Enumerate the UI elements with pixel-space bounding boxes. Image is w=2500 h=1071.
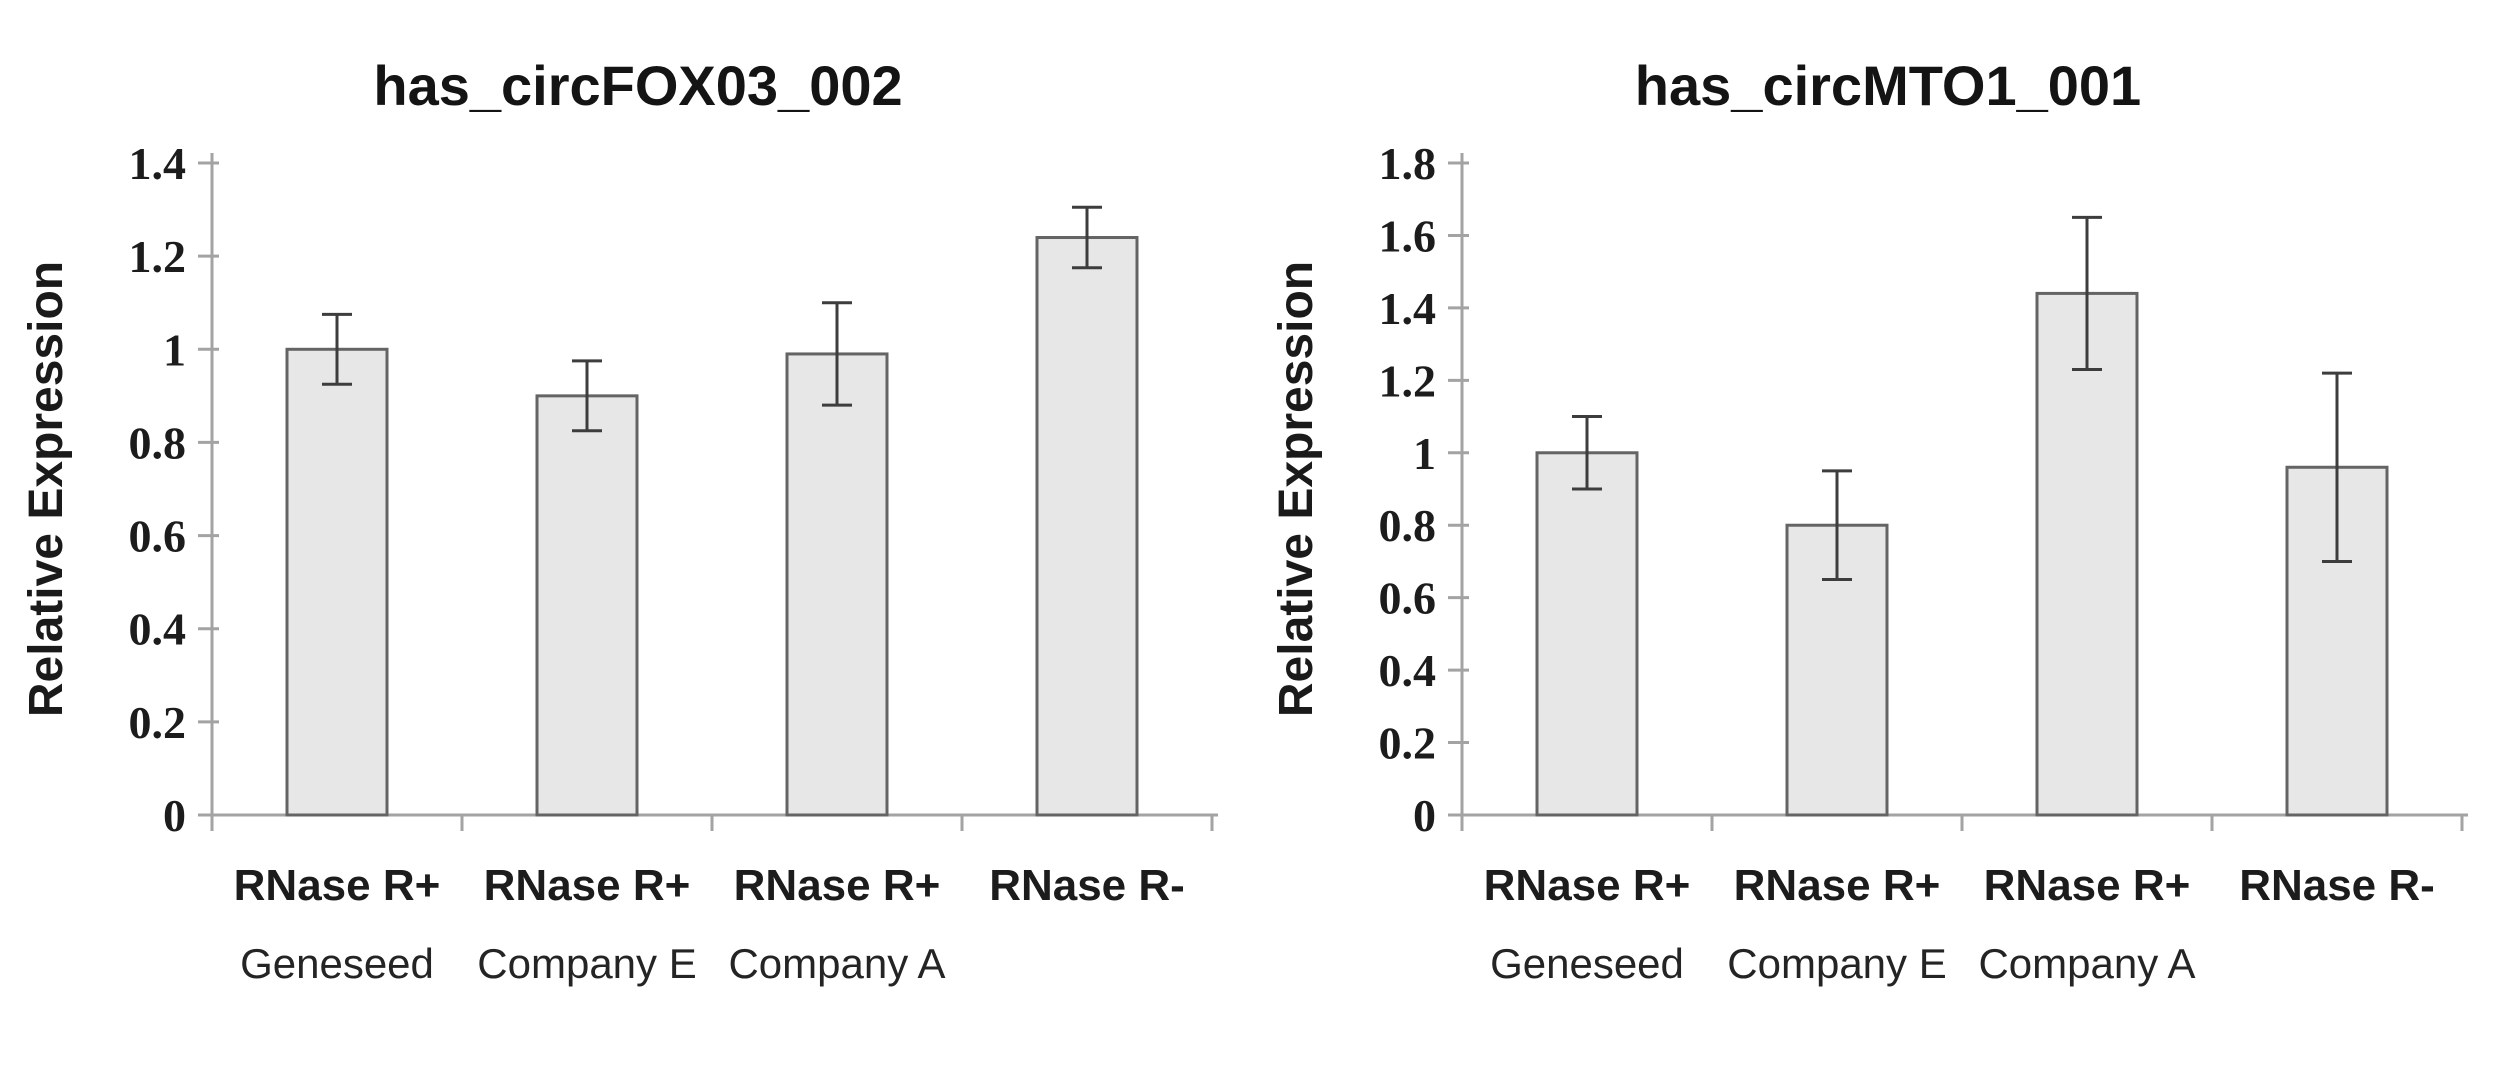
category-sublabel: Company A — [1978, 940, 2195, 987]
bar-chart-right: has_circMTO1_001 Relative Expression 0 0.… — [1270, 54, 2468, 987]
plot-area: 0 0.2 0.4 0.6 0.8 1 1.2 1.4 1.6 1.8 RNase R+ Genese… — [1379, 138, 2468, 987]
bar — [1035, 236, 1139, 817]
chart-panel-right: has_circMTO1_001 Relative Expression 0 0.… — [1250, 0, 2500, 1071]
y-tick-label: 1 — [163, 324, 186, 375]
category-sublabel: Company E — [477, 940, 696, 987]
y-tick-label: 0.4 — [129, 604, 187, 655]
y-tick-label: 0.4 — [1379, 645, 1437, 696]
bar — [785, 352, 889, 817]
category-sublabel: Company A — [728, 940, 945, 987]
bar — [2035, 291, 2139, 817]
bar — [1535, 451, 1639, 817]
y-tick-label: 0.6 — [129, 511, 187, 562]
y-tick-label: 0.6 — [1379, 573, 1437, 624]
category-sublabel: Geneseed — [240, 940, 434, 987]
bar — [285, 347, 389, 817]
category-sublabel: Company E — [1727, 940, 1946, 987]
y-tick-label: 1.2 — [129, 231, 187, 282]
category-label: RNase R+ — [1984, 861, 2191, 910]
bar — [535, 394, 639, 817]
bar-chart-left: has_circFOX03_002 Relative Expression 00… — [20, 54, 1218, 987]
category-label: RNase R- — [2239, 861, 2435, 910]
chart-title: has_circFOX03_002 — [373, 54, 902, 117]
y-tick-label: 1.4 — [129, 138, 187, 189]
y-tick-label: 0.8 — [1379, 500, 1437, 551]
y-tick-label: 0 — [1413, 790, 1436, 841]
category-label: RNase R- — [989, 861, 1185, 910]
y-tick-label: 1.8 — [1379, 138, 1437, 189]
y-tick-label: 0 — [163, 790, 186, 841]
category-label: RNase R+ — [1734, 861, 1941, 910]
y-tick-label: 1.6 — [1379, 210, 1437, 261]
plot-area: 0 0.2 0.4 0.6 0.8 1 1.2 1.4 RNase R+ Geneseed RNas… — [129, 138, 1218, 987]
category-label: RNase R+ — [734, 861, 941, 910]
y-axis-label: Relative Expression — [1270, 261, 1323, 717]
category-label: RNase R+ — [484, 861, 691, 910]
chart-title: has_circMTO1_001 — [1635, 54, 2141, 117]
y-axis-label: Relative Expression — [20, 261, 73, 717]
y-tick-label: 1.4 — [1379, 283, 1437, 334]
category-label: RNase R+ — [234, 861, 441, 910]
y-tick-label: 1 — [1413, 428, 1436, 479]
y-tick-label: 0.2 — [129, 697, 187, 748]
category-label: RNase R+ — [1484, 861, 1691, 910]
y-tick-label: 0.2 — [1379, 718, 1437, 769]
y-tick-label: 1.2 — [1379, 355, 1437, 406]
y-tick-label: 0.8 — [129, 417, 187, 468]
category-sublabel: Geneseed — [1490, 940, 1684, 987]
